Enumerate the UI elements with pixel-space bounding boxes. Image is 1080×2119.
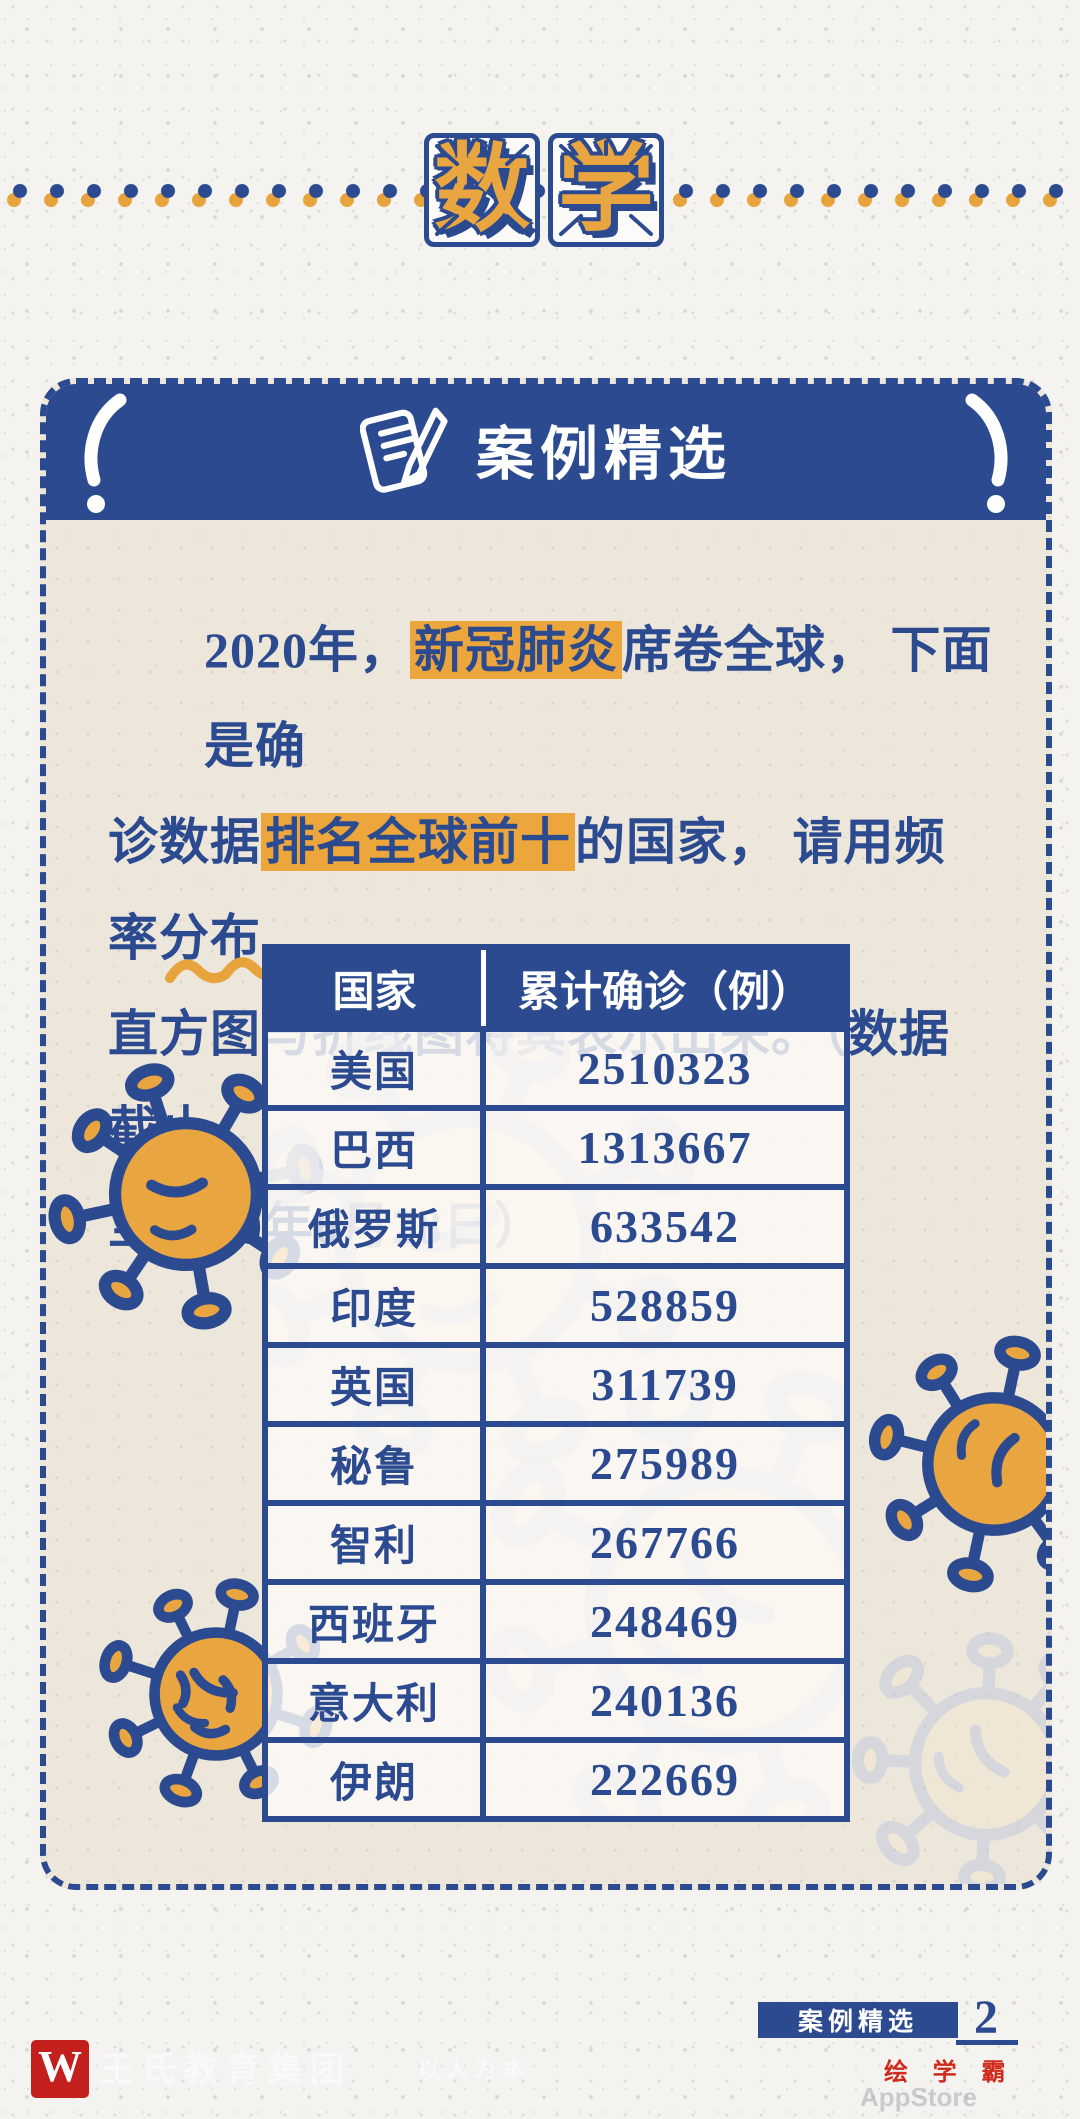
problem-line-1: 2020年，新冠肺炎席卷全球， 下面是确 (108, 602, 996, 794)
quote-mark-icon (965, 393, 1008, 513)
table-row: 巴西 1313667 (268, 1105, 844, 1184)
table-header-row: 国家 累计确诊（例） (268, 950, 844, 1026)
appstore-watermark: AppStore (860, 2082, 977, 2112)
problem-text-run: 2020年， (204, 622, 410, 678)
cases-cell: 248469 (486, 1585, 844, 1658)
footer-section-label: 案例精选 (758, 2002, 958, 2038)
notepad-pencil-icon (359, 407, 448, 493)
frame-corner-lines-icon (435, 140, 529, 236)
case-card: 案例精选 2020年，新冠肺炎席卷全球， 下面是确 诊数据排名全球前十的国家， … (40, 378, 1052, 1890)
cases-cell: 275989 (486, 1427, 844, 1500)
highlighted-text: 新冠肺炎 (410, 621, 622, 679)
table-row: 俄罗斯 633542 (268, 1184, 844, 1263)
frame-corner-lines-icon (559, 140, 653, 236)
brand-watermark-red: 绘 学 霸 (884, 2059, 1015, 2086)
cases-cell: 222669 (486, 1743, 844, 1816)
page-number: 2 (974, 1991, 998, 2044)
country-cell: 秘鲁 (268, 1427, 486, 1500)
table-row: 美国 2510323 (268, 1026, 844, 1105)
country-cell: 意大利 (268, 1664, 486, 1737)
table-row: 印度 528859 (268, 1263, 844, 1342)
country-cell: 智利 (268, 1506, 486, 1579)
covid-data-table: 国家 累计确诊（例） 美国 2510323 巴西 1313667 俄罗斯 633… (262, 944, 850, 1822)
country-cell: 俄罗斯 (268, 1190, 486, 1263)
footer-section-label-text: 案例精选 (797, 2008, 918, 2036)
table-header-country: 国家 (268, 950, 486, 1026)
table-row: 智利 267766 (268, 1500, 844, 1579)
cases-cell: 240136 (486, 1664, 844, 1737)
table-row: 西班牙 248469 (268, 1579, 844, 1658)
cases-cell: 1313667 (486, 1111, 844, 1184)
virus-watermark (836, 1614, 1052, 1890)
subject-box-1: 数 (424, 133, 540, 247)
virus-illustration-face (86, 1564, 346, 1824)
problem-line-2: 诊数据排名全球前十的国家， 请用频率分布 (108, 794, 996, 986)
table-row: 伊朗 222669 (268, 1737, 844, 1816)
subject-box-2: 学 (548, 133, 664, 247)
case-banner: 案例精选 (46, 384, 1046, 520)
problem-text-run: 席卷全球， 下面是确 (204, 622, 993, 774)
problem-text-run: 诊数据 (108, 814, 261, 870)
table-row: 秘鲁 275989 (268, 1421, 844, 1500)
cases-cell: 633542 (486, 1190, 844, 1263)
company-watermark: 王氏教育集团 (100, 2051, 352, 2089)
table-header-cases: 累计确诊（例） (517, 969, 812, 1016)
table-row: 意大利 240136 (268, 1658, 844, 1737)
publisher-logo: W (31, 2040, 89, 2098)
country-cell: 伊朗 (268, 1743, 486, 1816)
virus-illustration (854, 1324, 1052, 1604)
cases-cell: 267766 (486, 1506, 844, 1579)
publisher-logo-letter: W (38, 2042, 82, 2091)
company-slogan-watermark: 以人为本 (418, 2057, 531, 2082)
decorative-dotted-line (0, 176, 1080, 220)
highlighted-text: 排名全球前十 (261, 813, 575, 871)
cases-cell: 2510323 (486, 1032, 844, 1105)
country-cell: 英国 (268, 1348, 486, 1421)
problem-text-run: 的国家， 请用频率分布 (108, 814, 946, 966)
quote-mark-icon (84, 393, 127, 513)
banner-title: 案例精选 (475, 422, 732, 487)
country-cell: 巴西 (268, 1111, 486, 1184)
page-number-underline (956, 2040, 1018, 2045)
country-cell: 印度 (268, 1269, 486, 1342)
cases-cell: 528859 (486, 1269, 844, 1342)
table-row: 英国 311739 (268, 1342, 844, 1421)
country-cell: 美国 (268, 1032, 486, 1105)
cases-cell: 311739 (486, 1348, 844, 1421)
country-cell: 西班牙 (268, 1585, 486, 1658)
